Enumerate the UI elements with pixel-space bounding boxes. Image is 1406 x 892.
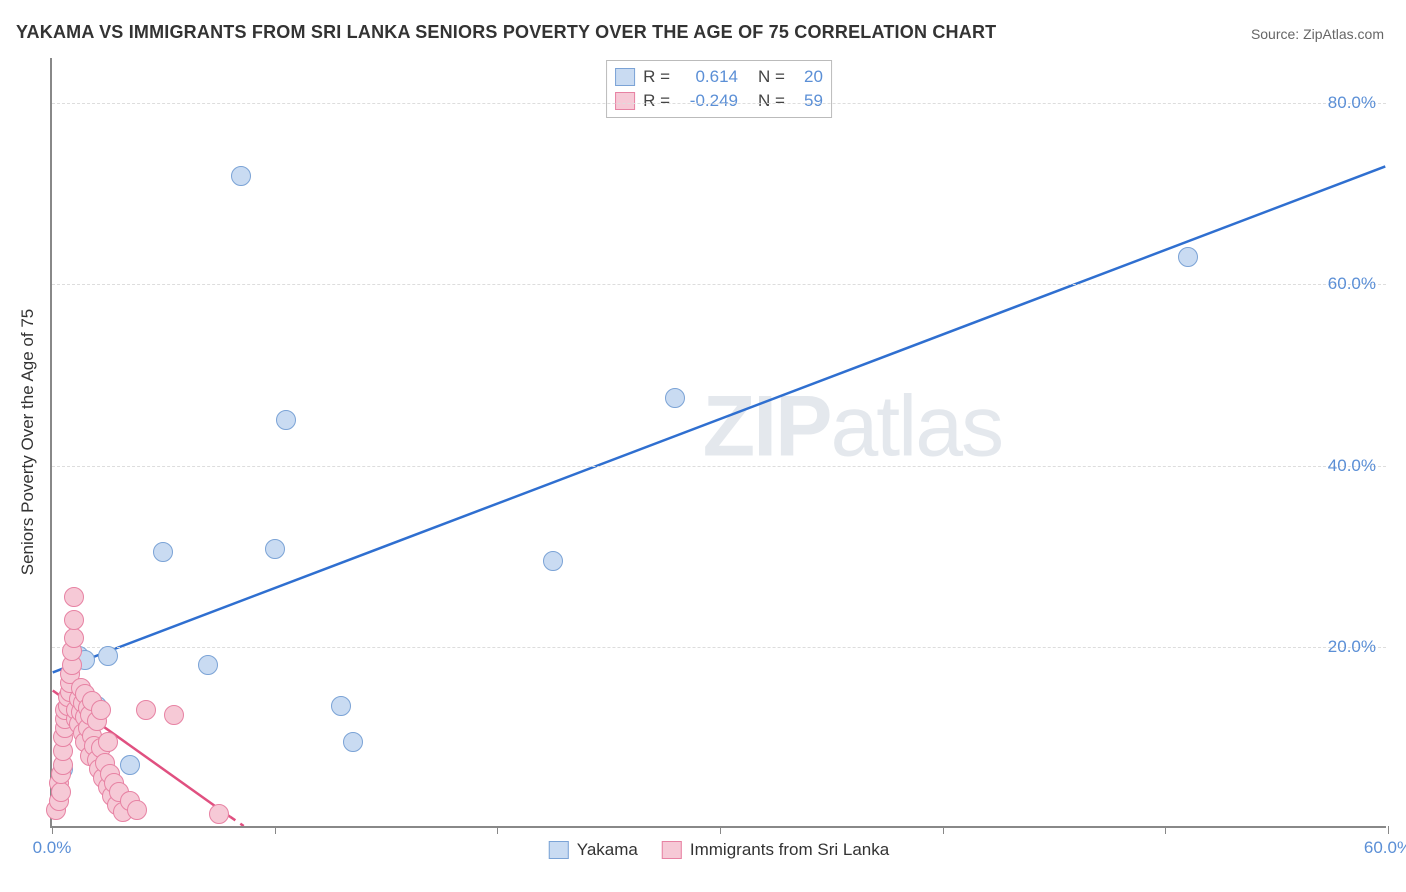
x-tick (275, 826, 276, 834)
r-value: 0.614 (678, 65, 738, 89)
y-tick-label: 60.0% (1328, 274, 1376, 294)
source-label: Source: ZipAtlas.com (1251, 26, 1384, 42)
scatter-point (91, 700, 111, 720)
scatter-point (543, 551, 563, 571)
legend-label: Yakama (577, 840, 638, 860)
n-label: N = (758, 89, 785, 113)
y-tick-label: 40.0% (1328, 456, 1376, 476)
scatter-point (98, 646, 118, 666)
scatter-point (64, 610, 84, 630)
x-tick (1165, 826, 1166, 834)
chart-container: YAKAMA VS IMMIGRANTS FROM SRI LANKA SENI… (0, 0, 1406, 892)
trend-line (53, 166, 1386, 672)
legend-item: Immigrants from Sri Lanka (662, 840, 889, 860)
scatter-point (209, 804, 229, 824)
legend-swatch (662, 841, 682, 859)
y-tick-label: 20.0% (1328, 637, 1376, 657)
x-tick (720, 826, 721, 834)
scatter-point (164, 705, 184, 725)
watermark-bold: ZIP (703, 378, 831, 474)
x-tick (1388, 826, 1389, 834)
x-tick (497, 826, 498, 834)
x-tick (52, 826, 53, 834)
watermark: ZIPatlas (703, 377, 1002, 476)
correlation-stats-box: R = 0.614 N = 20 R = -0.249 N = 59 (606, 60, 832, 118)
scatter-point (153, 542, 173, 562)
series-swatch (615, 92, 635, 110)
trend-lines-svg (52, 58, 1386, 826)
r-value: -0.249 (678, 89, 738, 113)
n-value: 20 (793, 65, 823, 89)
scatter-point (665, 388, 685, 408)
stats-row: R = 0.614 N = 20 (615, 65, 823, 89)
x-tick (943, 826, 944, 834)
legend-swatch (549, 841, 569, 859)
legend: Yakama Immigrants from Sri Lanka (549, 840, 889, 860)
n-value: 59 (793, 89, 823, 113)
series-swatch (615, 68, 635, 86)
x-tick-label: 0.0% (33, 838, 72, 858)
r-label: R = (643, 89, 670, 113)
r-label: R = (643, 65, 670, 89)
plot-area: Seniors Poverty Over the Age of 75 ZIPat… (50, 58, 1386, 828)
scatter-point (276, 410, 296, 430)
n-label: N = (758, 65, 785, 89)
scatter-point (64, 628, 84, 648)
x-tick-label: 60.0% (1364, 838, 1406, 858)
y-tick-label: 80.0% (1328, 93, 1376, 113)
grid-line (52, 103, 1386, 104)
stats-row: R = -0.249 N = 59 (615, 89, 823, 113)
scatter-point (265, 539, 285, 559)
grid-line (52, 647, 1386, 648)
scatter-point (1178, 247, 1198, 267)
scatter-point (136, 700, 156, 720)
y-axis-label: Seniors Poverty Over the Age of 75 (18, 309, 38, 575)
grid-line (52, 466, 1386, 467)
grid-line (52, 284, 1386, 285)
scatter-point (98, 732, 118, 752)
legend-label: Immigrants from Sri Lanka (690, 840, 889, 860)
scatter-point (120, 755, 140, 775)
trend-line (230, 817, 243, 826)
watermark-thin: atlas (830, 378, 1002, 474)
scatter-point (51, 782, 71, 802)
scatter-point (198, 655, 218, 675)
scatter-point (127, 800, 147, 820)
scatter-point (64, 587, 84, 607)
scatter-point (343, 732, 363, 752)
chart-title: YAKAMA VS IMMIGRANTS FROM SRI LANKA SENI… (16, 22, 996, 43)
scatter-point (231, 166, 251, 186)
legend-item: Yakama (549, 840, 638, 860)
scatter-point (331, 696, 351, 716)
